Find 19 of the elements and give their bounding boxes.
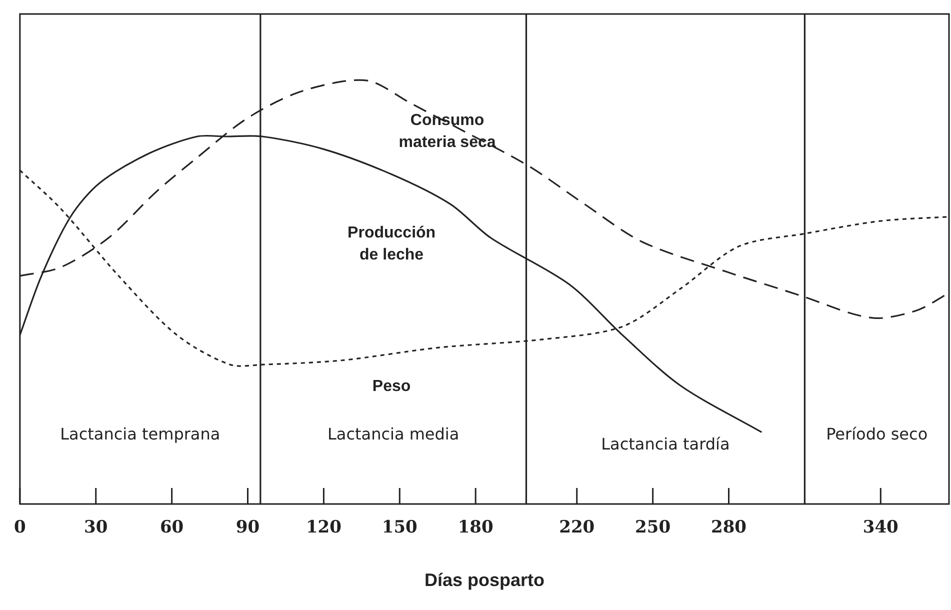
series-label: Consumo materia seca: [398, 112, 496, 152]
x-tick-label: 0: [14, 518, 26, 538]
x-tick-label: 150: [382, 518, 418, 538]
series-label: Producción de leche: [348, 224, 436, 264]
x-tick-label: 180: [458, 518, 494, 538]
x-tick-label: 280: [711, 518, 747, 538]
x-tick-label: 250: [635, 518, 671, 538]
annotation: Período seco: [826, 424, 928, 444]
x-tick-label: 340: [862, 518, 899, 538]
x-tick-label: 60: [160, 518, 184, 538]
x-tick-label: 220: [559, 518, 595, 538]
annotation: Lactancia media: [327, 424, 460, 444]
x-axis-title: Días posparto: [424, 570, 544, 590]
annotation: Lactancia temprana: [60, 424, 220, 444]
x-tick-label: 90: [236, 518, 260, 538]
annotation: Lactancia tardía: [601, 434, 730, 454]
x-tick-label: 120: [306, 518, 342, 538]
series-label: Peso: [372, 378, 411, 395]
x-tick-label: 30: [84, 518, 108, 538]
